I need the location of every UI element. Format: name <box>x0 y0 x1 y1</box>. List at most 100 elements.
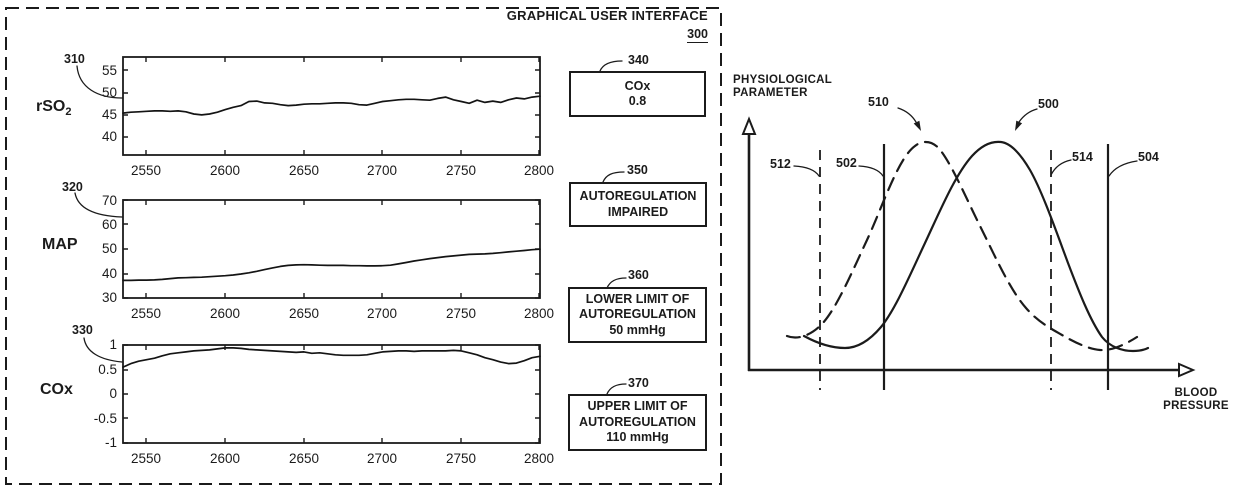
x-tick-label: 2700 <box>367 451 397 466</box>
ref-370-leader-line <box>606 383 627 395</box>
ref-320-leader-line <box>74 192 123 218</box>
ref-370: 370 <box>628 376 649 390</box>
upper-limit-line: AUTOREGULATION <box>579 414 696 429</box>
rso2-trend-line <box>122 95 541 116</box>
map-plot-area <box>122 199 541 299</box>
ref-504-leader-line <box>1108 160 1138 177</box>
ref-500-arrow-line <box>1018 108 1038 123</box>
y-tick-label: 40 <box>102 266 117 281</box>
ref-320: 320 <box>62 180 83 194</box>
lower-limit-value: 50 mmHg <box>609 322 666 337</box>
ref-502: 502 <box>836 156 857 170</box>
ref-340: 340 <box>628 53 649 67</box>
upper-limit-box: UPPER LIMIT OF AUTOREGULATION 110 mmHg <box>568 394 707 451</box>
lower-limit-box: LOWER LIMIT OF AUTOREGULATION 50 mmHg <box>568 287 707 343</box>
cox-value-box: COx 0.8 <box>569 71 706 117</box>
x-axis-arrowhead-icon <box>1178 362 1196 378</box>
y-tick-label: 70 <box>102 193 117 208</box>
y-tick-label: 50 <box>102 85 117 100</box>
y-tick-label: -1 <box>105 435 117 450</box>
lower-limit-line: LOWER LIMIT OF <box>585 291 690 306</box>
ref-510: 510 <box>868 95 889 109</box>
x-tick-label: 2750 <box>446 451 476 466</box>
y-tick-label: 40 <box>102 129 117 144</box>
cox-trend-line <box>122 347 541 368</box>
upper-limit-value: 110 mmHg <box>606 430 669 445</box>
rso2-plot-area <box>122 56 541 156</box>
ref-360-leader-line <box>606 277 627 289</box>
x-tick-label: 2650 <box>289 306 319 321</box>
cox-value-box-value: 0.8 <box>628 94 647 108</box>
blood-pressure-axis-label: BLOOD PRESSURE <box>1163 387 1229 412</box>
x-tick-label: 2750 <box>446 306 476 321</box>
ref-514: 514 <box>1072 150 1093 164</box>
gui-title: GRAPHICAL USER INTERFACE <box>506 8 708 23</box>
rso2-axis-ticks <box>123 57 540 155</box>
x-tick-label: 2550 <box>131 451 161 466</box>
x-tick-label: 2700 <box>367 163 397 178</box>
status-line: AUTOREGULATION <box>579 189 697 203</box>
x-tick-label: 2600 <box>210 306 240 321</box>
y-axis-arrowhead-icon <box>741 116 757 135</box>
x-tick-label: 2800 <box>524 163 554 178</box>
ref-350: 350 <box>627 163 648 177</box>
map-trend-line <box>122 248 541 282</box>
autoregulation-status-box: AUTOREGULATION IMPAIRED <box>569 182 707 227</box>
x-tick-label: 2800 <box>524 451 554 466</box>
ref-360: 360 <box>628 268 649 282</box>
gui-ref-300: 300 <box>687 27 708 43</box>
ref-310-leader-line <box>76 65 123 99</box>
y-tick-label: -0.5 <box>94 411 117 426</box>
gui-dashed-border <box>5 7 722 485</box>
map-chart-label: MAP <box>42 236 78 253</box>
x-tick-label: 2750 <box>446 163 476 178</box>
upper-limit-line: UPPER LIMIT OF <box>587 399 688 414</box>
y-tick-label: 30 <box>102 290 117 305</box>
ref-504: 504 <box>1138 150 1159 164</box>
ref-340-leader-line <box>599 60 623 72</box>
ref-500-arrowhead-icon <box>1015 120 1023 131</box>
y-tick-label: 0.5 <box>98 362 117 377</box>
autoregulation-curve-510-dashed <box>785 140 1139 352</box>
ref-512-leader-line <box>793 165 820 177</box>
ref-330: 330 <box>72 323 93 337</box>
y-tick-label: 1 <box>109 337 117 352</box>
y-tick-label: 50 <box>102 241 117 256</box>
cox-value-box-title: COx <box>624 78 651 93</box>
map-chart: 70 60 50 40 30 2550 2600 2650 2700 2750 … <box>74 192 554 321</box>
y-tick-label: 55 <box>102 63 117 78</box>
ref-330-leader-line <box>83 337 123 363</box>
cox-axis-ticks <box>123 344 540 444</box>
physiological-parameter-axis-label: PHYSIOLOGICAL PARAMETER <box>733 74 833 99</box>
x-tick-label: 2600 <box>210 163 240 178</box>
ref-500: 500 <box>1038 97 1059 111</box>
x-tick-label: 2600 <box>210 451 240 466</box>
x-tick-label: 2650 <box>289 163 319 178</box>
status-line: IMPAIRED <box>607 204 669 219</box>
cox-plot-area <box>122 344 541 444</box>
lower-limit-line: AUTOREGULATION <box>579 307 696 322</box>
x-tick-label: 2700 <box>367 306 397 321</box>
map-axis-ticks <box>123 199 540 299</box>
rso2-chart: 55 50 45 40 2550 2600 2650 2700 2750 280… <box>76 56 554 178</box>
cox-chart-label: COx <box>40 381 73 398</box>
autoregulation-curve-500-solid <box>802 140 1150 353</box>
ref-514-leader-line <box>1050 159 1072 176</box>
ref-310: 310 <box>64 52 85 66</box>
x-tick-label: 2800 <box>524 306 554 321</box>
cox-chart: 1 0.5 0 -0.5 -1 2550 2600 2650 2700 2750… <box>83 337 554 466</box>
x-tick-label: 2650 <box>289 451 319 466</box>
y-tick-label: 45 <box>102 107 117 122</box>
ref-510-arrowhead-icon <box>913 120 921 131</box>
ref-512: 512 <box>770 157 791 171</box>
y-tick-label: 0 <box>109 386 117 401</box>
ref-502-leader-line <box>858 165 884 177</box>
rso2-chart-label: rSO2 <box>36 98 72 119</box>
ref-350-leader-line <box>602 171 625 183</box>
y-tick-label: 60 <box>102 217 117 232</box>
ref-510-arrow-line <box>897 107 917 123</box>
x-tick-label: 2550 <box>131 306 161 321</box>
x-tick-label: 2550 <box>131 163 161 178</box>
